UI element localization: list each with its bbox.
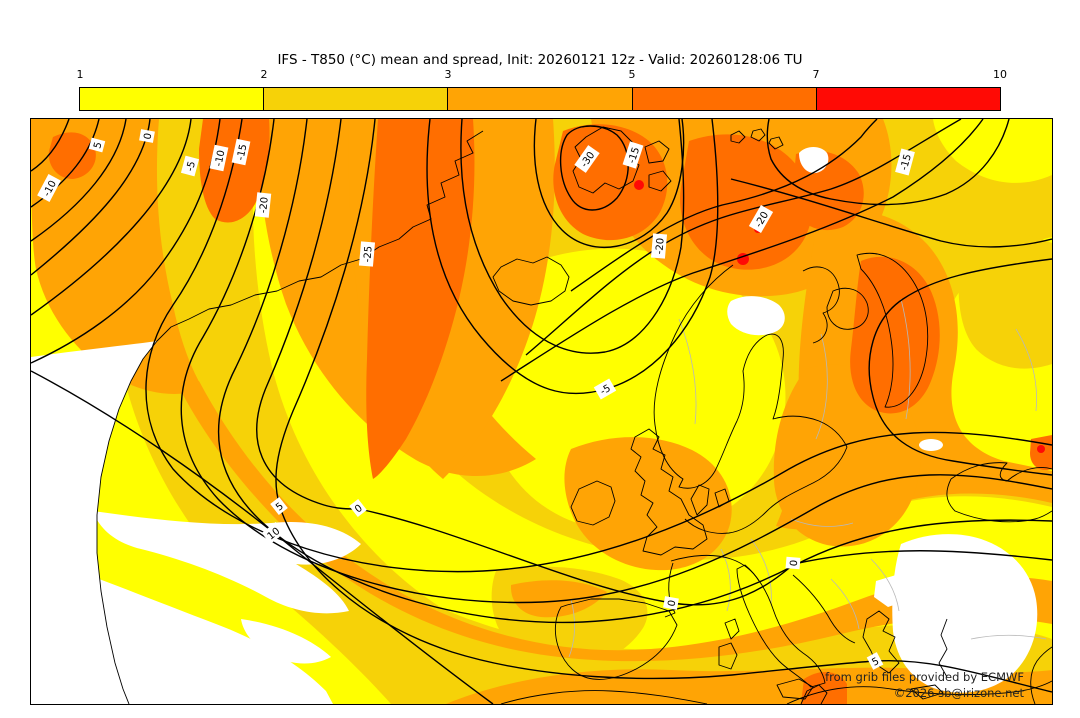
contour-label--10: -10 — [209, 144, 229, 172]
svg-text:0: 0 — [143, 132, 155, 140]
contour-label-0: 0 — [349, 498, 367, 518]
contour-label-5: 5 — [866, 652, 884, 670]
legend-segment-7-10 — [816, 88, 1001, 110]
legend-tick-7: 7 — [812, 68, 820, 81]
contour-label-0: 0 — [663, 596, 679, 610]
coast-great-britain — [630, 428, 708, 556]
coast-ireland — [570, 480, 616, 526]
contour-label--5: -5 — [593, 378, 617, 400]
credit-copyright: ©2026 sb@irizone.net — [893, 686, 1024, 700]
coast-north-africa — [500, 680, 1052, 704]
svg-text:-20: -20 — [654, 238, 666, 255]
svg-text:5: 5 — [92, 141, 104, 150]
coast-white-sea — [802, 266, 869, 344]
coast-greenland — [96, 130, 484, 704]
map-canvas[interactable]: -10 5 0 -5 -10 -15 -20 -25 -30 -15 -20 -20 -15 -5 0 5 10… — [30, 118, 1053, 705]
legend-tick-2: 2 — [260, 68, 268, 81]
coast-adriatic — [792, 574, 856, 644]
map-title: IFS - T850 (°C) mean and spread, Init: 2… — [277, 52, 803, 68]
spread-fill-layer — [31, 119, 1052, 704]
legend-colorbar — [79, 87, 1001, 111]
svg-text:-15: -15 — [899, 153, 914, 172]
legend-segment-3-5 — [448, 88, 633, 110]
svg-text:0: 0 — [353, 503, 365, 516]
legend-segment-2-3 — [264, 88, 449, 110]
svg-text:-15: -15 — [627, 146, 643, 165]
svg-text:-20: -20 — [258, 196, 271, 213]
coast-iberia — [554, 598, 678, 680]
contour-label--5: -5 — [180, 155, 200, 177]
svg-text:-10: -10 — [213, 149, 227, 167]
contour-label--20: -20 — [254, 192, 272, 218]
contour-label-5: 5 — [270, 496, 288, 516]
contour-label-5: 5 — [88, 137, 106, 153]
svg-text:0: 0 — [789, 559, 801, 566]
contour-label--15: -15 — [895, 148, 915, 176]
svg-text:-5: -5 — [599, 383, 613, 398]
legend-tick-5: 5 — [628, 68, 636, 81]
coast-black-sea — [946, 462, 1052, 523]
coast-iceland — [492, 256, 570, 306]
contour-label--15: -15 — [231, 138, 251, 166]
coast-baltic-east — [684, 446, 848, 534]
contour-label-0: 0 — [139, 129, 155, 143]
legend-tick-row: 1 2 3 5 7 10 — [76, 68, 1008, 82]
svg-text:-25: -25 — [362, 246, 374, 263]
svg-text:-15: -15 — [235, 143, 249, 161]
coast-med-islands — [718, 618, 814, 700]
svg-text:0: 0 — [667, 599, 679, 607]
legend-segment-1-2 — [80, 88, 265, 110]
contour-label--25: -25 — [358, 241, 376, 267]
credit-ecmwf: from grib files provided by ECMWF — [825, 670, 1024, 684]
svg-text:5: 5 — [870, 656, 881, 669]
legend-segment-5-7 — [632, 88, 817, 110]
svg-text:5: 5 — [274, 501, 286, 514]
legend-tick-10: 10 — [993, 68, 1007, 81]
contour-label-0: 0 — [785, 556, 801, 570]
temperature-contours — [31, 119, 1052, 704]
contour-label--20: -20 — [650, 233, 668, 259]
coast-italy — [736, 564, 826, 688]
fill-darkorange-regions — [48, 119, 1052, 704]
coast-caspian — [1030, 646, 1052, 704]
svg-text:-5: -5 — [185, 160, 198, 172]
coast-scandinavia — [653, 264, 848, 489]
legend-tick-3: 3 — [444, 68, 452, 81]
contour-label--15: -15 — [622, 141, 644, 169]
coast-greece — [862, 610, 948, 700]
coast-svalbard-isles — [644, 128, 784, 192]
coast-novaya-zemlya — [856, 252, 929, 408]
legend-tick-1: 1 — [76, 68, 84, 81]
